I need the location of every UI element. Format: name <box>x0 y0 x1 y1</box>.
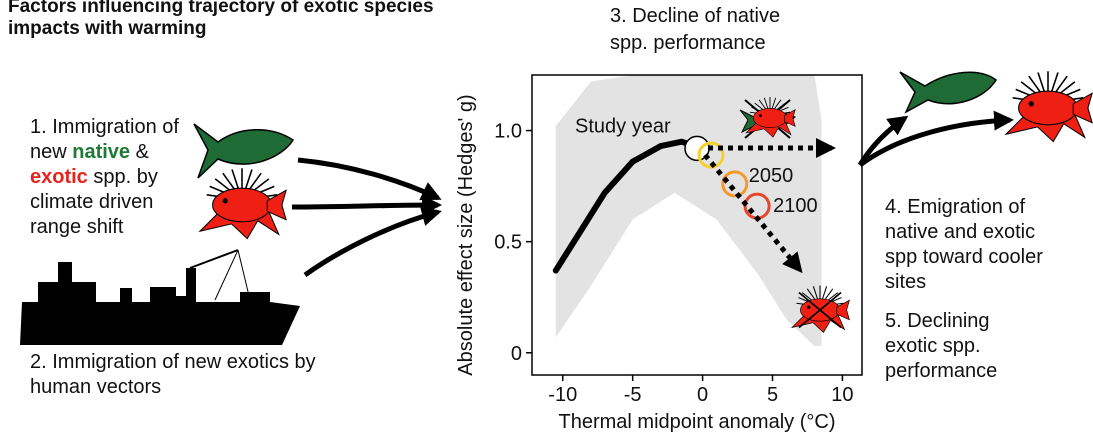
lionfish <box>198 168 287 240</box>
step-text: & <box>130 141 150 163</box>
native-fish <box>899 71 997 114</box>
year-marker <box>721 170 749 198</box>
step-text: native and exotic <box>885 221 1035 243</box>
confidence-band <box>555 75 822 347</box>
x-tick-label: 5 <box>767 384 778 406</box>
step-text: range shift <box>30 216 124 238</box>
tail <box>266 189 287 221</box>
step-text: exotic <box>30 166 88 188</box>
title: Factors influencing trajectory of exotic… <box>8 0 434 39</box>
y-tick-label: 1.0 <box>494 121 522 143</box>
effect-curve <box>552 138 699 274</box>
step-label: 4. Emigration of native and exotic spp tow… <box>885 196 1043 293</box>
body <box>212 187 272 223</box>
year-label: 2100 <box>773 195 818 217</box>
title-line: impacts with warming <box>8 18 206 39</box>
labels: Factors influencing trajectory of exotic… <box>8 0 1043 398</box>
step-text: 2. Immigration of new exotics by <box>30 351 316 373</box>
step-label: 5. Declining exotic spp. performance <box>885 310 997 382</box>
step-text: 4. Emigration of <box>885 196 1026 218</box>
icons <box>20 71 1093 345</box>
year-label: 2050 <box>749 165 794 187</box>
step-text: sites <box>885 271 926 293</box>
step-text: climate driven <box>30 191 153 213</box>
tail <box>1072 92 1093 124</box>
x-tick-label: 10 <box>831 384 853 406</box>
y-tick-label: 0.5 <box>494 232 522 254</box>
step-text: spp toward cooler <box>885 246 1043 268</box>
step-text: 3. Decline of native <box>610 5 780 27</box>
eye <box>807 305 811 309</box>
lionfish <box>790 285 850 333</box>
step-text: human vectors <box>30 376 161 398</box>
x-tick-label: 0 <box>697 384 708 406</box>
tail <box>836 299 850 321</box>
step-label: 1. Immigration of new native & exotic spp.… <box>30 116 179 238</box>
step-text: 1. Immigration of <box>30 116 179 138</box>
step-text: native <box>72 141 130 163</box>
step-text: exotic spp. <box>885 335 981 357</box>
chart: -10 -5 0 5 10 0 0.5 1.0 Thermal midpoint anomaly… <box>455 74 863 433</box>
x-tick-label: -10 <box>548 384 577 406</box>
step-text: spp. performance <box>610 32 766 54</box>
step-text: new <box>30 141 72 163</box>
ship <box>20 249 300 345</box>
body <box>1018 90 1078 126</box>
y-tick-label: 0 <box>511 343 522 365</box>
year-marker <box>697 141 725 169</box>
x-axis-label: Thermal midpoint anomaly (°C) <box>559 411 836 433</box>
step-text: spp. by <box>88 166 158 188</box>
cross <box>798 291 842 329</box>
y-axis-label: Absolute effect size (Hedges' g) <box>455 94 477 375</box>
eye <box>758 114 762 118</box>
title-line: Factors influencing trajectory of exotic… <box>8 0 434 17</box>
eye <box>1028 101 1034 107</box>
plot-frame <box>531 74 863 376</box>
tail <box>784 108 796 127</box>
step-label: 3. Decline of native spp. performance <box>610 5 780 54</box>
step-label: 2. Immigration of new exotics by human ve… <box>30 351 316 398</box>
x-tick-label: -5 <box>624 384 642 406</box>
step-text: performance <box>885 360 997 382</box>
lionfish <box>745 96 796 138</box>
body <box>752 108 788 128</box>
arrows <box>291 110 1014 278</box>
trajectory-arrows <box>703 138 836 274</box>
lionfish <box>1004 71 1093 143</box>
plot-area <box>552 75 822 347</box>
step-text: 5. Declining <box>885 310 990 332</box>
eye <box>222 198 228 204</box>
year-label: Study year <box>575 115 671 137</box>
native-fish <box>193 123 295 179</box>
